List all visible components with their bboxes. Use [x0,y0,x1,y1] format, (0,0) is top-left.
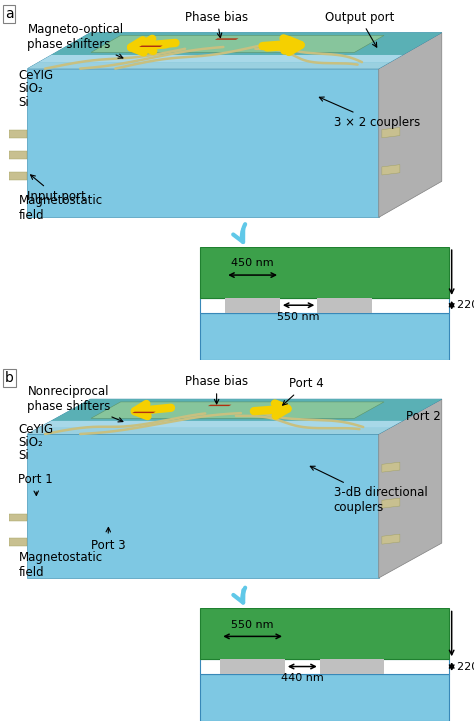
Polygon shape [91,402,384,418]
Polygon shape [139,46,163,47]
Text: Output port: Output port [325,11,394,47]
Text: Si: Si [18,449,29,462]
Text: Port 2: Port 2 [406,410,440,423]
Polygon shape [132,411,155,413]
Polygon shape [27,399,442,434]
Text: Phase bias: Phase bias [185,375,248,403]
Text: Magnetostatic
field: Magnetostatic field [18,194,102,222]
Bar [9,130,27,138]
Bar [225,298,280,313]
Polygon shape [382,164,400,175]
Text: CeYIG: CeYIG [18,423,54,436]
Polygon shape [382,534,400,544]
Bar [9,513,27,521]
Polygon shape [91,36,384,52]
Polygon shape [27,33,442,68]
Text: Nonreciprocal
phase shifters: Nonreciprocal phase shifters [27,385,123,422]
Text: CeYIG: CeYIG [18,69,54,82]
Polygon shape [27,68,379,217]
Text: Port 3: Port 3 [91,528,125,552]
Text: Port 4: Port 4 [283,377,323,405]
Bar [201,298,449,313]
Bar [317,298,372,313]
Polygon shape [39,421,403,427]
Bar [201,608,449,659]
Bar [220,659,285,674]
Text: 550 nm: 550 nm [277,312,320,322]
Text: Magnetostatic
field: Magnetostatic field [18,551,102,579]
Polygon shape [52,33,442,55]
Text: b: b [5,371,14,385]
Bar [9,150,27,159]
Text: SiO₂: SiO₂ [18,82,43,95]
Polygon shape [27,427,390,434]
Bar [9,538,27,546]
Text: Magneto-optical
phase shifters: Magneto-optical phase shifters [27,23,124,58]
Polygon shape [382,498,400,508]
Text: Port 1: Port 1 [18,473,53,495]
Text: 220 nm: 220 nm [457,662,474,672]
Text: 550 nm: 550 nm [231,619,274,630]
Bar [320,659,384,674]
Polygon shape [39,55,403,62]
Text: Si: Si [18,96,29,109]
Bar [201,313,449,360]
Text: 3-dB directional
couplers: 3-dB directional couplers [310,466,428,515]
Polygon shape [27,62,390,68]
Polygon shape [27,434,379,578]
Polygon shape [379,33,442,217]
Text: Input port: Input port [27,175,86,204]
Text: 440 nm: 440 nm [281,673,324,683]
Polygon shape [215,39,238,40]
Polygon shape [382,462,400,473]
Polygon shape [382,127,400,138]
Text: SiO₂: SiO₂ [18,436,43,449]
Bar [201,659,449,674]
Text: 3 × 2 couplers: 3 × 2 couplers [319,97,420,129]
Text: 220 nm: 220 nm [457,300,474,310]
Bar [9,172,27,180]
Polygon shape [379,399,442,578]
Bar [201,247,449,298]
Text: a: a [5,7,13,21]
Text: Phase bias: Phase bias [185,11,248,38]
Bar [201,674,449,721]
Text: 450 nm: 450 nm [231,258,274,268]
Polygon shape [208,405,231,406]
Polygon shape [52,399,442,421]
